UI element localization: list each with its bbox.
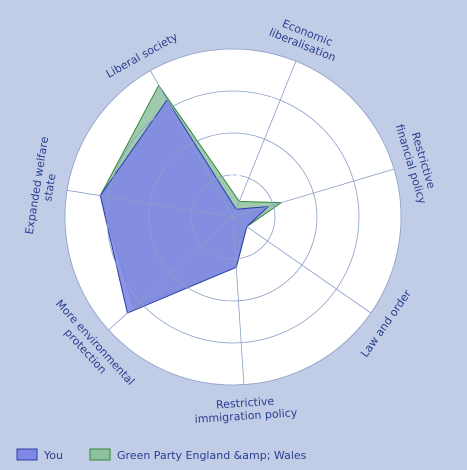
- grid-ring-3: [64, 48, 402, 386]
- grid-ring-2: [106, 90, 360, 344]
- axis-label-line: state: [41, 173, 58, 203]
- legend-label-1: Green Party England &amp; Wales: [117, 449, 307, 462]
- spoke-0: [232, 61, 297, 218]
- axis-label-line: immigration policy: [194, 406, 298, 426]
- spoke-5: [67, 189, 234, 218]
- legend-label-0: You: [43, 449, 63, 462]
- spoke-2: [232, 216, 372, 314]
- spoke-4: [108, 216, 234, 331]
- legend-swatch-1: [89, 448, 111, 461]
- spoke-1: [232, 168, 395, 218]
- grid-ring-1: [148, 132, 318, 302]
- legend-swatch-0: [16, 448, 38, 461]
- tick-label-3: 100: [270, 57, 289, 68]
- grid-ring-0: [190, 174, 276, 260]
- tick-label-1: 50: [245, 135, 258, 146]
- series-polygon-1: [99, 98, 270, 314]
- spoke-6: [150, 70, 234, 218]
- spoke-3: [232, 216, 245, 385]
- tick-label-0: 25: [229, 174, 242, 185]
- axis-label-line: Restrictive: [216, 395, 275, 412]
- tick-label-2: 75: [260, 96, 273, 107]
